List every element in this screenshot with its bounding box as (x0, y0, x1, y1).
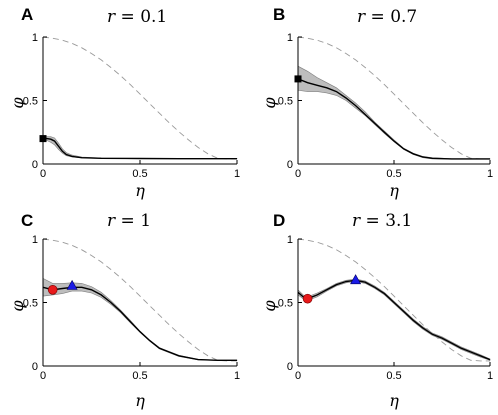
x-tick-label: 0.5 (132, 168, 147, 180)
x-tick-label: 1 (234, 370, 240, 382)
triangle-marker (350, 274, 362, 285)
x-axis-label: η (389, 391, 399, 410)
x-tick-label: 0 (295, 168, 301, 180)
plot-area: 0 0.5 1 0 0.5 1 (23, 234, 240, 382)
plot-area: 0 0.5 1 0 0.5 1 (278, 234, 493, 382)
x-axis-label: η (135, 391, 145, 410)
y-axis-label: φ (8, 97, 27, 109)
x-axis-label: η (135, 181, 145, 200)
panel-title-variable: r (107, 7, 116, 27)
y-axis-label: φ (260, 300, 279, 312)
y-tick-label: 0.5 (23, 96, 38, 108)
x-tick-label: 1 (487, 370, 493, 382)
panel-title-variable: r (357, 7, 366, 27)
upper-bound-line (297, 36, 490, 160)
y-tick-label: 0 (32, 159, 38, 171)
panel-title-value: = 1 (115, 211, 151, 231)
panel-b: B r = 0.7 φ η 0 0.5 1 0 0.5 1 (260, 5, 493, 200)
x-tick-label: 1 (234, 168, 240, 180)
square-marker (39, 135, 47, 143)
upper-bound-line (42, 36, 237, 160)
y-axis-label: φ (8, 300, 27, 312)
confidence-band (42, 136, 238, 160)
square-marker (294, 75, 302, 83)
y-tick-label: 0 (32, 361, 38, 373)
x-tick-label: 0 (295, 370, 301, 382)
panel-title-value: = 0.1 (115, 7, 167, 27)
triangle-marker (66, 279, 78, 290)
panel-title: r = 1 (107, 211, 151, 231)
upper-bound-line (42, 238, 237, 362)
y-tick-label: 1 (287, 234, 293, 246)
confidence-band (42, 277, 238, 361)
panel-title: r = 0.7 (357, 7, 417, 27)
y-tick-label: 0 (287, 361, 293, 373)
panel-d: D r = 3.1 φ η 0 0.5 1 0 0.5 1 (260, 211, 493, 410)
x-axis-label: η (389, 181, 399, 200)
upper-bound-line (297, 238, 490, 362)
x-tick-label: 0.5 (132, 370, 147, 382)
panel-c: C r = 1 φ η 0 0.5 1 0 0.5 1 (8, 211, 240, 410)
y-tick-label: 1 (32, 32, 38, 44)
circle-marker (302, 293, 313, 304)
y-tick-label: 1 (287, 32, 293, 44)
y-axis-label: φ (260, 97, 279, 109)
panel-label: B (273, 5, 285, 24)
y-tick-label: 0.5 (23, 298, 38, 310)
x-tick-label: 0 (40, 168, 46, 180)
panel-a: A r = 0.1 φ η 0 0.5 1 0 0.5 1 (8, 5, 240, 200)
x-tick-label: 0.5 (386, 168, 401, 180)
x-tick-label: 0 (40, 370, 46, 382)
panel-label: A (21, 5, 33, 24)
circle-marker (47, 284, 58, 295)
panel-label: C (21, 211, 33, 230)
panel-title-variable: r (107, 211, 116, 231)
x-tick-label: 1 (487, 168, 493, 180)
plot-area: 0 0.5 1 0 0.5 1 (278, 32, 493, 180)
x-tick-label: 0.5 (386, 370, 401, 382)
panel-title-value: = 3.1 (360, 211, 412, 231)
y-tick-label: 0.5 (278, 96, 293, 108)
panel-title-variable: r (352, 211, 361, 231)
y-tick-label: 0 (287, 159, 293, 171)
panel-title-value: = 0.7 (365, 7, 417, 27)
mean-line (42, 286, 237, 361)
panel-title: r = 0.1 (107, 7, 167, 27)
confidence-band (297, 65, 491, 160)
mean-line (297, 78, 490, 160)
panel-title: r = 3.1 (352, 211, 412, 231)
panel-label: D (273, 211, 285, 230)
plot-area: 0 0.5 1 0 0.5 1 (23, 32, 240, 180)
mean-line (43, 137, 237, 160)
y-tick-label: 0.5 (278, 298, 293, 310)
mean-line (297, 279, 491, 361)
y-tick-label: 1 (32, 234, 38, 246)
